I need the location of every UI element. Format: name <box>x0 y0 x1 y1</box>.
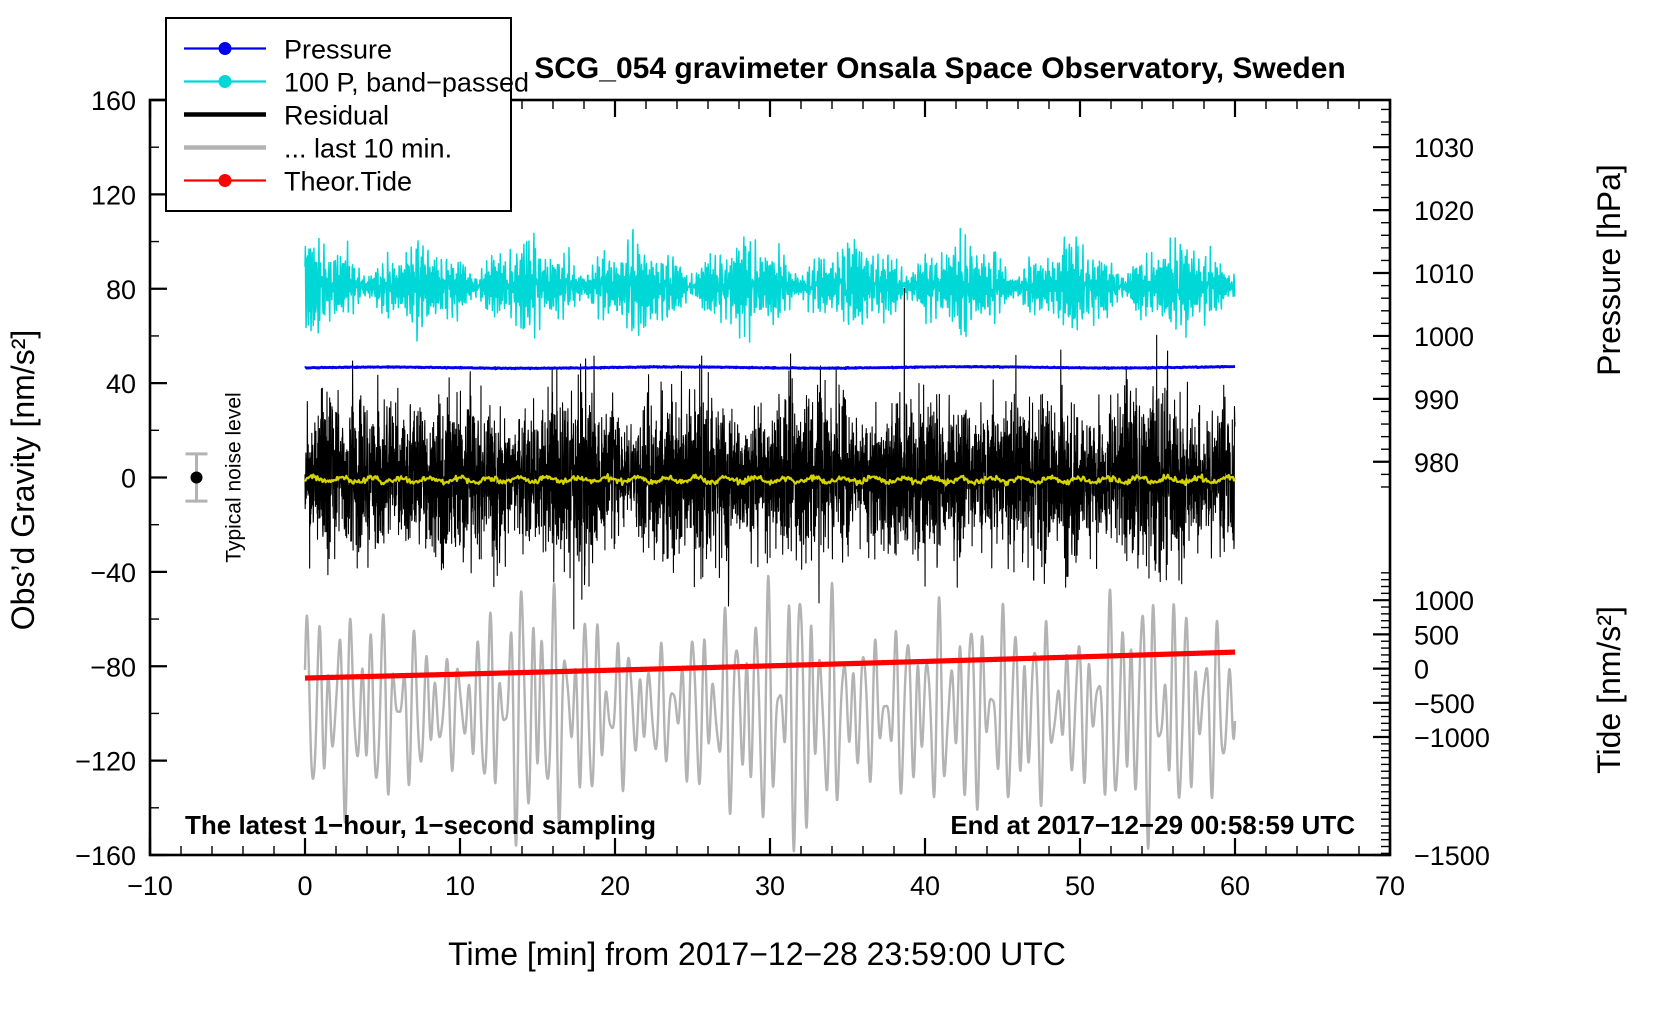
series-layer <box>303 227 1237 853</box>
legend-item[interactable]: ... last 10 min. <box>184 134 452 164</box>
x-tick-label: −10 <box>127 871 173 901</box>
legend-item[interactable]: Theor.Tide <box>184 167 412 197</box>
x-tick-label: 40 <box>910 871 940 901</box>
plot-title: SCG_054 gravimeter Onsala Space Observat… <box>534 52 1346 85</box>
legend-item-label: Pressure <box>284 35 392 65</box>
pressure-tick-label: 1030 <box>1414 133 1474 163</box>
x-tick-label: 60 <box>1220 871 1250 901</box>
x-tick-label: 20 <box>600 871 630 901</box>
y-tick-label: 40 <box>106 369 136 399</box>
y-tick-label: −40 <box>90 558 136 588</box>
bottom-left-note: The latest 1−hour, 1−second sampling <box>185 810 656 840</box>
pressure-axis-ticks: 1030 1020 1010 1000 990 980 <box>1373 108 1474 488</box>
y-tick-label: 120 <box>91 180 136 210</box>
series-band-passed-pressure <box>304 227 1236 343</box>
legend-swatch-marker <box>218 174 232 187</box>
tide-tick-label: 1000 <box>1414 586 1474 616</box>
pressure-tick-label: 980 <box>1414 448 1459 478</box>
x-tick-label: 70 <box>1375 871 1405 901</box>
series-last-10-min <box>303 574 1237 853</box>
tide-tick-label: 500 <box>1414 620 1459 650</box>
y-tick-label: 160 <box>91 86 136 116</box>
pressure-axis-title: Pressure [hPa] <box>1591 164 1627 376</box>
x-tick-label: 10 <box>445 871 475 901</box>
tide-axis-ticks: 1000 500 0 −500 −1000 −1500 <box>1373 572 1490 871</box>
y-tick-label: 80 <box>106 275 136 305</box>
y-tick-label: 0 <box>121 464 136 494</box>
x-axis-title: Time [min] from 2017−12−28 23:59:00 UTC <box>448 936 1066 972</box>
pressure-tick-label: 1000 <box>1414 322 1474 352</box>
x-tick-label: 0 <box>297 871 312 901</box>
series-pressure <box>304 364 1236 371</box>
y-tick-label: −120 <box>75 747 136 777</box>
legend-item[interactable]: Residual <box>184 101 389 131</box>
legend-item[interactable]: 100 P, band−passed <box>184 68 529 98</box>
legend-item-label: Residual <box>284 101 389 131</box>
tide-tick-label: 0 <box>1414 655 1429 685</box>
series-residual <box>304 287 1236 630</box>
legend-item-label: 100 P, band−passed <box>284 68 529 98</box>
tide-axis-title: Tide [nm/s²] <box>1591 606 1627 774</box>
y-axis-ticks: 160 120 80 40 0 −40 −80 −120 −160 <box>75 86 167 871</box>
legend-item-label: Theor.Tide <box>284 167 412 197</box>
bottom-right-note: End at 2017−12−29 00:58:59 UTC <box>950 810 1355 840</box>
pressure-tick-label: 1020 <box>1414 196 1474 226</box>
noise-center-dot <box>190 471 203 484</box>
series-filtered-residual <box>304 473 1237 487</box>
pressure-tick-label: 1010 <box>1414 259 1474 289</box>
pressure-tick-label: 990 <box>1414 385 1459 415</box>
x-tick-label: 30 <box>755 871 785 901</box>
tide-tick-label: −500 <box>1414 689 1475 719</box>
x-tick-label: 50 <box>1065 871 1095 901</box>
legend-item-label: ... last 10 min. <box>284 134 452 164</box>
noise-level-marker: Typical noise level <box>185 392 246 563</box>
legend-swatch-marker <box>218 75 232 88</box>
y-tick-label: −80 <box>90 652 136 682</box>
y-axis-title: Obs’d Gravity [nm/s²] <box>5 330 41 631</box>
legend-item[interactable]: Pressure <box>184 35 392 65</box>
tide-tick-label: −1000 <box>1414 723 1490 753</box>
x-axis-ticks: −10 0 10 20 30 40 50 60 70 <box>127 100 1405 901</box>
series-theoretical-tide <box>303 649 1237 681</box>
legend-swatch-marker <box>218 42 232 55</box>
noise-level-label: Typical noise level <box>223 392 246 562</box>
tide-tick-label: −1500 <box>1414 841 1490 871</box>
y-tick-label: −160 <box>75 841 136 871</box>
